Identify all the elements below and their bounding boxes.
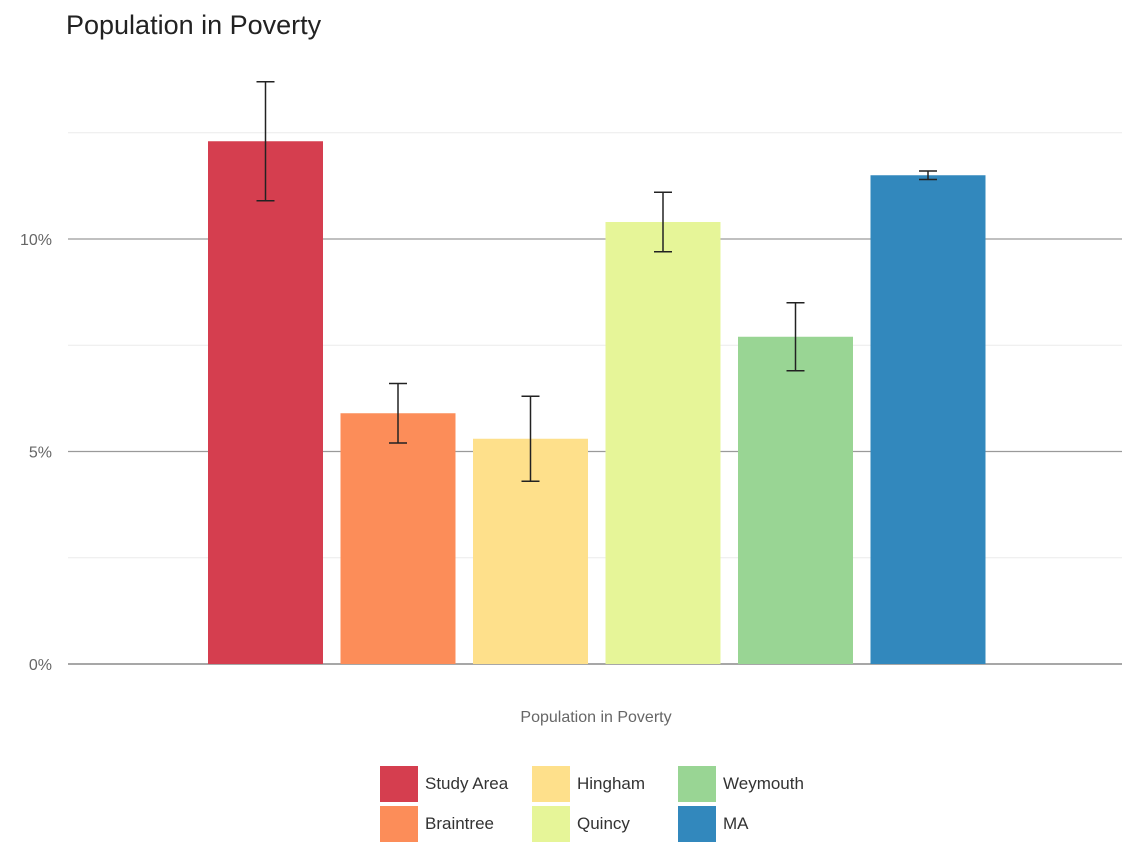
legend-label: Study Area [425,774,509,793]
bar [208,141,323,664]
legend-label: Quincy [577,814,630,833]
error-bars-layer [256,81,937,482]
legend-label: Weymouth [723,774,804,793]
legend-label: Braintree [425,814,494,833]
legend-item: Weymouth [678,766,804,802]
legend-label: MA [723,814,749,833]
bars-layer [208,141,986,664]
bar [738,336,853,664]
legend-swatch [532,806,570,842]
y-tick-label: 0% [29,657,52,674]
legend-label: Hingham [577,774,646,793]
legend-swatch [678,766,716,802]
y-tick-label: 10% [20,232,52,249]
chart-title: Population in Poverty [66,10,322,40]
x-axis-label: Population in Poverty [520,709,671,726]
bar [605,222,721,664]
legend-swatch [678,806,716,842]
legend-item: Braintree [380,806,494,842]
bar [870,175,986,664]
legend-item: Hingham [532,766,645,802]
y-tick-label: 5% [29,445,52,462]
legend-swatch [380,806,418,842]
legend-item: MA [678,806,749,842]
legend-item: Quincy [532,806,630,842]
legend-swatch [532,766,570,802]
legend-swatch [380,766,418,802]
bar [340,413,456,664]
legend-item: Study Area [380,766,508,802]
y-axis-ticks: 0% 5% 10% [20,232,52,674]
legend: Study Area Braintree Hingham Quincy Weymouth… [380,766,850,842]
bar-chart: 0% 5% 10% Population in Poverty [20,81,1122,726]
